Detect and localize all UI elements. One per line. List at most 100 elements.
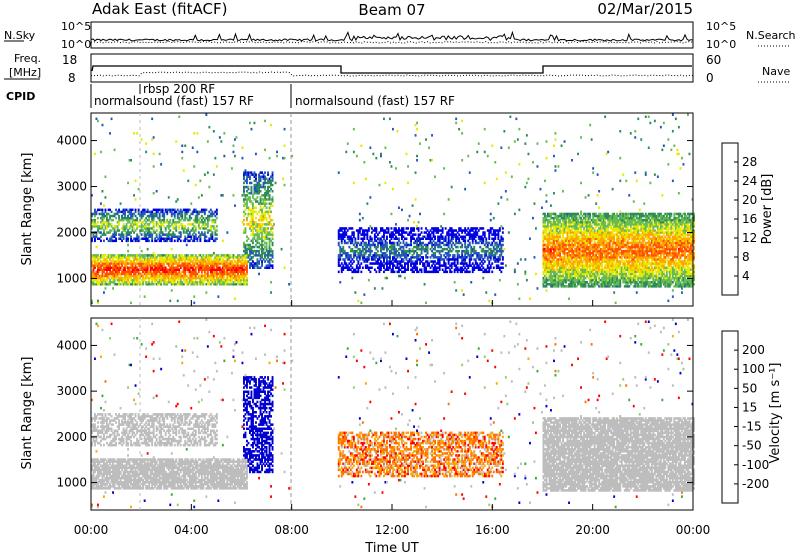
power-cell xyxy=(273,223,275,226)
power-cell xyxy=(483,256,486,259)
power-cell xyxy=(426,264,429,267)
power-cell xyxy=(125,258,128,261)
power-cell xyxy=(364,249,367,253)
power-cell xyxy=(413,221,415,224)
power-cell xyxy=(151,117,154,121)
power-cell xyxy=(101,270,104,274)
power-cell xyxy=(447,243,450,247)
power-cell xyxy=(468,237,471,240)
power-cell xyxy=(554,165,557,168)
power-cell xyxy=(342,266,345,269)
power-cell xyxy=(116,221,119,224)
power-cell xyxy=(243,171,245,174)
power-cell xyxy=(91,283,93,286)
power-cell xyxy=(169,208,172,212)
power-cell xyxy=(343,258,346,261)
power-cell xyxy=(553,231,555,234)
power-cell xyxy=(434,243,436,247)
power-cell xyxy=(206,214,209,218)
power-cell xyxy=(559,274,561,278)
power-cell xyxy=(571,270,573,274)
power-cell xyxy=(428,264,430,267)
power-cell xyxy=(554,216,557,220)
power-cell xyxy=(122,272,125,276)
power-cell xyxy=(563,214,566,218)
power-cell xyxy=(373,245,376,249)
power-cell xyxy=(246,254,248,257)
power-cell xyxy=(259,214,262,218)
power-cell xyxy=(542,252,545,255)
power-cell xyxy=(98,225,101,228)
power-cell xyxy=(486,264,489,267)
power-cell xyxy=(234,272,236,276)
power-cell xyxy=(221,276,224,280)
power-cell xyxy=(565,252,567,255)
power-cell xyxy=(557,247,560,251)
power-cell xyxy=(384,256,387,259)
power-cell xyxy=(110,262,113,265)
power-cell xyxy=(194,262,197,265)
power-cell xyxy=(461,270,464,274)
power-cell xyxy=(566,262,569,265)
power-cell xyxy=(124,276,126,280)
power-cell xyxy=(259,200,262,203)
power-cell xyxy=(173,227,176,230)
power-cell xyxy=(489,247,492,251)
power-cell xyxy=(212,274,215,278)
power-cell xyxy=(206,262,209,265)
power-cell xyxy=(366,258,369,261)
power-cell xyxy=(91,239,93,243)
power-cell xyxy=(243,175,245,178)
power-cell xyxy=(262,194,265,197)
power-cell xyxy=(373,287,376,290)
power-cell xyxy=(432,266,435,269)
power-cell xyxy=(566,231,569,234)
power-cell xyxy=(419,247,421,251)
power-cell xyxy=(206,268,209,271)
power-cell xyxy=(476,254,479,257)
power-cell xyxy=(145,237,148,240)
power-cell xyxy=(113,264,116,267)
power-cell xyxy=(268,185,271,189)
power-cell xyxy=(560,285,563,288)
power-cell xyxy=(173,266,176,269)
power-cell xyxy=(202,258,205,261)
power-cell xyxy=(446,252,449,255)
power-cell xyxy=(212,262,215,265)
power-cell xyxy=(92,270,95,274)
power-cell xyxy=(160,276,163,280)
power-cell xyxy=(167,272,170,276)
power-cell xyxy=(500,243,503,247)
power-cell xyxy=(215,283,218,286)
power-cell xyxy=(134,274,137,278)
power-cell xyxy=(554,227,557,230)
power-cell xyxy=(429,247,432,251)
power-cell xyxy=(474,231,477,234)
power-cell xyxy=(380,249,382,253)
power-cell xyxy=(101,210,104,214)
power-cell xyxy=(420,252,423,255)
power-cell xyxy=(170,247,173,251)
power-cell xyxy=(480,241,483,245)
power-cell xyxy=(551,235,554,238)
power-cell xyxy=(178,254,181,257)
noise-right-tick-top: 10^5 xyxy=(706,20,736,33)
power-cell xyxy=(107,212,110,216)
power-cell xyxy=(574,235,576,238)
power-cell xyxy=(548,264,551,267)
power-cell xyxy=(410,243,412,247)
power-cell xyxy=(553,237,555,240)
power-cell xyxy=(178,227,181,230)
power-cell xyxy=(232,150,235,154)
power-cell xyxy=(425,266,427,269)
power-cell xyxy=(438,245,441,249)
power-cell xyxy=(271,196,274,199)
power-cell xyxy=(94,214,96,218)
power-cell xyxy=(121,276,123,280)
power-cell xyxy=(188,233,191,236)
power-cell xyxy=(547,214,549,218)
power-cell xyxy=(264,231,266,234)
power-cell xyxy=(483,260,486,263)
power-cell xyxy=(461,245,464,249)
power-cell xyxy=(145,262,148,265)
